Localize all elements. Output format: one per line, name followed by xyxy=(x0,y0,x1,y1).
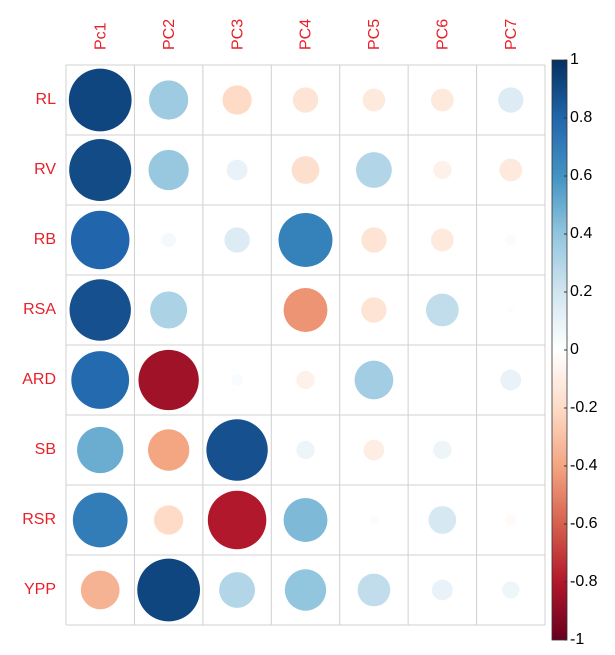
column-label: PC2 xyxy=(161,19,178,50)
corr-circle xyxy=(296,440,315,460)
corr-circle xyxy=(284,569,327,611)
corr-circle xyxy=(161,232,176,248)
colorbar-tick-label: 0.6 xyxy=(570,167,592,184)
corr-circle xyxy=(147,429,190,471)
corr-circle xyxy=(278,213,333,267)
colorbar-tick-label: 0.4 xyxy=(570,225,592,242)
corr-circle xyxy=(498,87,524,113)
corr-circle xyxy=(361,297,387,323)
corr-circle xyxy=(138,349,199,411)
colorbar-tick-label: -0.2 xyxy=(570,399,598,416)
corr-circle xyxy=(69,138,132,202)
corr-circle xyxy=(207,490,267,550)
corr-circle xyxy=(137,558,201,622)
corr-circle xyxy=(71,351,130,409)
corr-circle xyxy=(433,440,452,460)
corr-circle xyxy=(69,279,131,341)
colorbar-tick-label: 0 xyxy=(570,341,579,358)
column-label: Pc1 xyxy=(92,22,109,50)
corr-circle xyxy=(222,85,252,115)
corr-circle xyxy=(150,291,188,329)
corr-circle xyxy=(206,419,268,481)
corr-circle xyxy=(70,210,130,270)
row-label: RL xyxy=(36,91,57,108)
colorbar-tick-label: -1 xyxy=(570,631,584,648)
corr-circle xyxy=(283,288,328,332)
corr-circle xyxy=(292,87,319,113)
row-label: RV xyxy=(34,161,56,178)
corr-circle xyxy=(283,498,328,542)
corr-circle xyxy=(219,572,255,608)
colorbar-tick-label: 0.8 xyxy=(570,109,592,126)
colorbar-tick-label: -0.4 xyxy=(570,457,598,474)
corr-circle xyxy=(154,505,184,535)
corr-circle xyxy=(433,160,452,180)
column-label: PC3 xyxy=(229,19,246,50)
corr-circle xyxy=(149,80,189,120)
corr-circle xyxy=(80,570,120,610)
corr-circle xyxy=(502,581,520,599)
corr-circle xyxy=(361,227,387,253)
corr-circle xyxy=(428,506,457,534)
row-label: ARD xyxy=(22,371,56,388)
corr-circle xyxy=(291,156,320,184)
column-label: PC6 xyxy=(435,19,452,50)
corr-circle xyxy=(431,88,454,112)
colorbar-tick-label: -0.8 xyxy=(570,573,598,590)
corr-circle xyxy=(363,439,385,461)
column-label: PC7 xyxy=(503,19,520,50)
colorbar-tick-label: 0.2 xyxy=(570,283,592,300)
corr-circle xyxy=(505,514,517,526)
corr-circle xyxy=(231,374,243,386)
column-label: PC5 xyxy=(366,19,383,50)
column-label: PC4 xyxy=(298,19,315,50)
corr-circle xyxy=(296,370,315,390)
corr-circle xyxy=(77,426,124,474)
corr-circle xyxy=(369,515,379,525)
corr-circle xyxy=(499,158,523,182)
corr-circle xyxy=(224,227,250,253)
corr-circle xyxy=(431,228,454,252)
corr-circle xyxy=(148,149,189,191)
row-label: SB xyxy=(35,441,56,458)
corr-circle xyxy=(357,573,391,607)
colorbar-tick-label: 1 xyxy=(570,51,579,68)
corr-circle xyxy=(354,360,394,400)
corr-circle xyxy=(72,492,128,548)
colorbar-tick-label: -0.6 xyxy=(570,515,598,532)
row-label: RSR xyxy=(22,511,56,528)
corr-circle xyxy=(226,159,248,181)
corr-circle xyxy=(68,68,132,132)
corr-circle xyxy=(500,369,522,391)
corr-circle xyxy=(432,579,453,601)
corr-circle xyxy=(362,88,386,112)
corr-circle xyxy=(507,306,515,314)
row-label: YPP xyxy=(24,581,56,598)
row-label: RSA xyxy=(23,301,56,318)
row-label: RB xyxy=(34,231,56,248)
corr-circle xyxy=(356,152,392,188)
corr-circle xyxy=(426,293,459,327)
corr-circle xyxy=(505,234,517,246)
